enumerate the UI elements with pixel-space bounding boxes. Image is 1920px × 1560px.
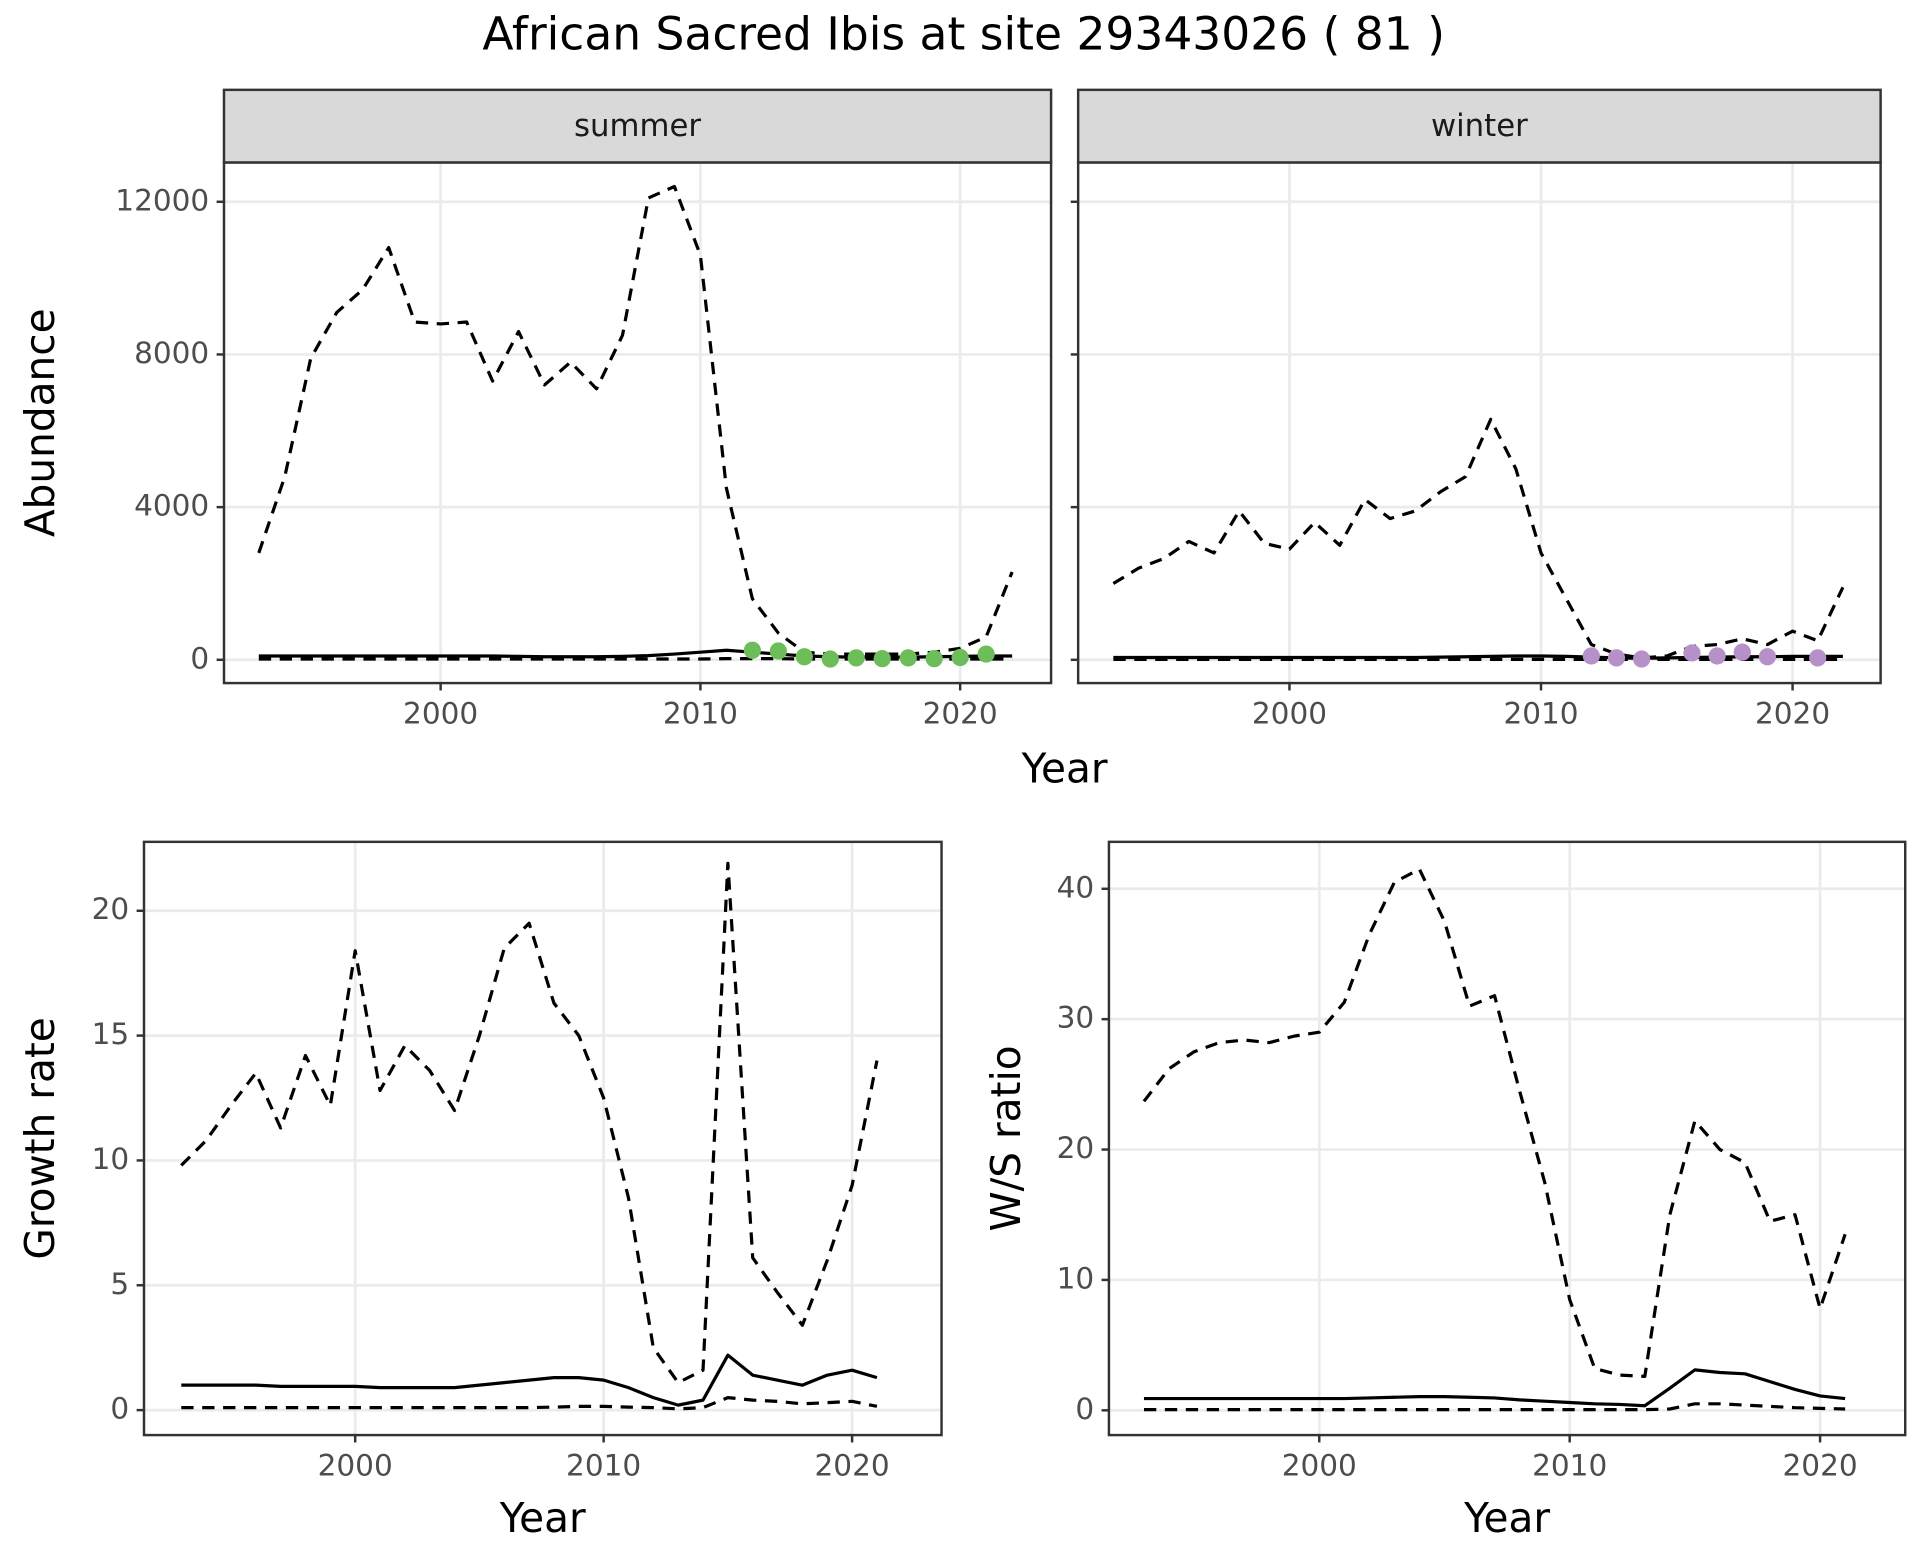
x-axis-title: Year bbox=[1021, 745, 1108, 793]
data-point bbox=[1683, 644, 1701, 662]
y-tick-label: 15 bbox=[92, 1017, 130, 1051]
facet-strip bbox=[222, 88, 1053, 164]
data-point bbox=[873, 650, 891, 668]
data-point bbox=[977, 645, 995, 663]
data-point bbox=[1708, 647, 1726, 665]
x-tick-label: 2020 bbox=[815, 1449, 890, 1483]
y-tick-label: 20 bbox=[92, 892, 130, 926]
data-point bbox=[769, 642, 787, 660]
x-tick-label: 2000 bbox=[1282, 1449, 1357, 1483]
plot-background bbox=[1108, 841, 1906, 1436]
data-point bbox=[1809, 649, 1827, 667]
y-tick-label: 10 bbox=[92, 1142, 130, 1176]
data-point bbox=[821, 650, 839, 668]
x-tick-label: 2000 bbox=[403, 697, 478, 731]
y-tick-label: 8000 bbox=[134, 336, 209, 370]
facet-strip bbox=[1076, 88, 1882, 164]
x-tick-label: 2010 bbox=[566, 1449, 641, 1483]
y-tick-label: 12000 bbox=[115, 183, 209, 217]
y-tick-label: 10 bbox=[1057, 1261, 1095, 1295]
plot-border bbox=[1107, 840, 1907, 1437]
y-axis-title: W/S ratio bbox=[982, 1045, 1030, 1231]
x-tick-label: 2010 bbox=[663, 697, 738, 731]
y-tick-label: 0 bbox=[110, 1392, 129, 1426]
x-tick-label: 2000 bbox=[1252, 697, 1327, 731]
data-point bbox=[951, 648, 969, 667]
data-point bbox=[1733, 643, 1751, 661]
interval-line bbox=[181, 1396, 878, 1411]
data-point bbox=[925, 650, 943, 668]
x-axis-title: Year bbox=[499, 1494, 586, 1542]
plot-background bbox=[144, 841, 942, 1436]
data-point bbox=[1607, 649, 1626, 667]
facet-label: summer bbox=[574, 108, 701, 144]
data-point bbox=[847, 649, 865, 667]
y-tick-label: 5 bbox=[110, 1267, 129, 1301]
y-axis-title: Growth rate bbox=[16, 1017, 64, 1259]
y-tick-label: 20 bbox=[1057, 1131, 1095, 1165]
data-point bbox=[795, 648, 813, 666]
plot-border bbox=[142, 840, 943, 1437]
plot-background bbox=[224, 162, 1052, 684]
interval-line bbox=[1142, 867, 1847, 1379]
interval-line bbox=[1112, 417, 1845, 660]
data-point bbox=[1582, 647, 1600, 665]
mean-line bbox=[181, 1353, 878, 1407]
x-tick-label: 2000 bbox=[318, 1449, 393, 1483]
x-tick-label: 2010 bbox=[1503, 697, 1578, 731]
data-point bbox=[743, 641, 761, 659]
y-tick-label: 0 bbox=[190, 641, 209, 675]
x-tick-label: 2010 bbox=[1532, 1449, 1607, 1483]
y-tick-label: 30 bbox=[1057, 1001, 1095, 1035]
figure-title: African Sacred Ibis at site 29343026 ( 8… bbox=[482, 7, 1445, 60]
mean-line bbox=[1143, 1368, 1846, 1408]
data-point bbox=[899, 649, 917, 667]
interval-line bbox=[1143, 1402, 1846, 1412]
y-tick-label: 4000 bbox=[134, 489, 209, 523]
x-tick-label: 2020 bbox=[923, 697, 998, 731]
interval-line bbox=[180, 861, 879, 1385]
y-axis-title: Abundance bbox=[16, 308, 64, 537]
x-tick-label: 2020 bbox=[1783, 1449, 1858, 1483]
data-point bbox=[1633, 650, 1651, 668]
y-tick-label: 40 bbox=[1057, 870, 1095, 904]
plot-background bbox=[1078, 162, 1881, 684]
facet-label: winter bbox=[1431, 108, 1528, 144]
x-axis-title: Year bbox=[1463, 1494, 1550, 1542]
data-point bbox=[1758, 648, 1777, 666]
x-tick-label: 2020 bbox=[1755, 697, 1830, 731]
y-tick-label: 0 bbox=[1075, 1392, 1094, 1426]
